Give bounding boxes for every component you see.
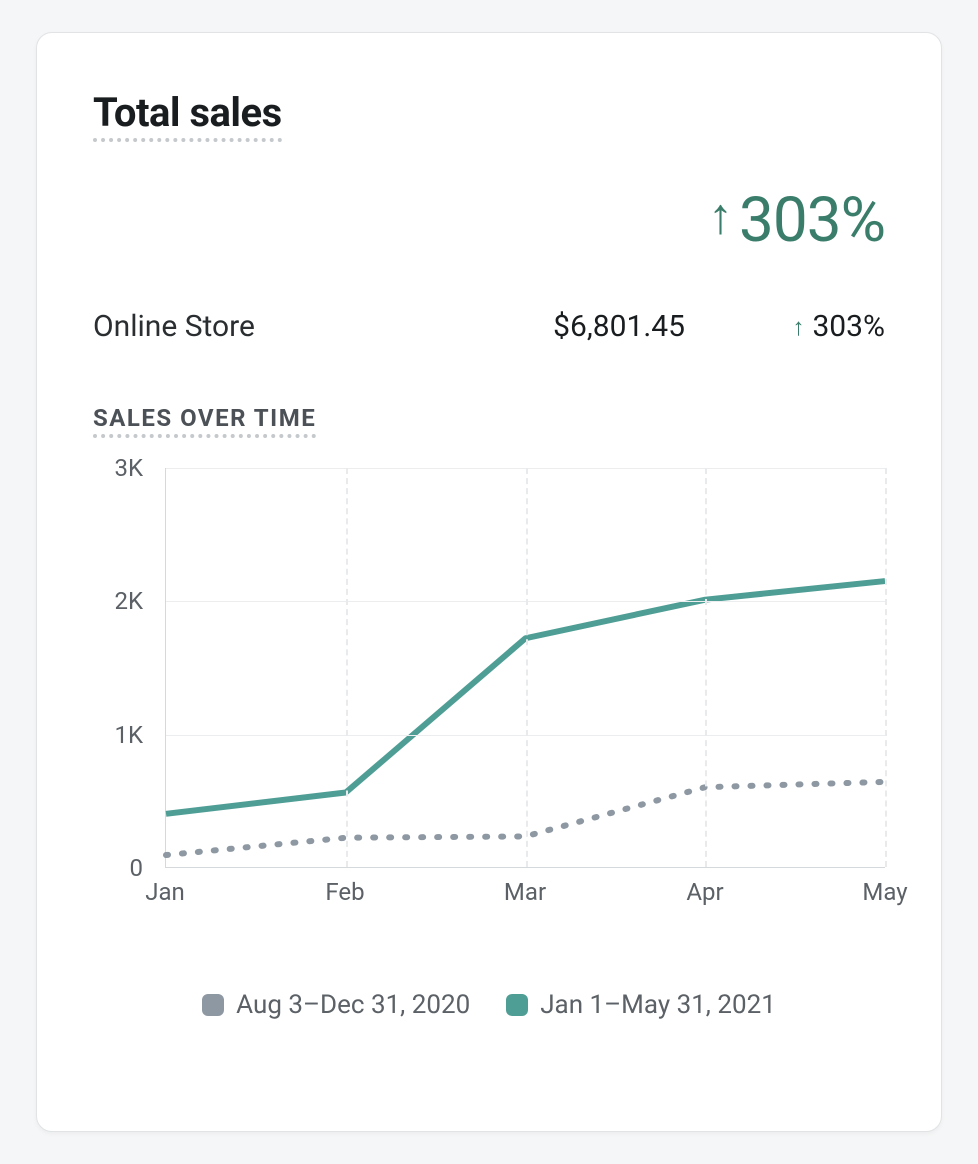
channel-delta-value: 303% <box>812 309 885 344</box>
card-title[interactable]: Total sales <box>93 89 282 142</box>
legend-label-previous: Aug 3–Dec 31, 2020 <box>236 990 470 1020</box>
gridline-vertical <box>885 468 887 867</box>
channel-amount: $6,801.45 <box>445 309 685 344</box>
headline-percent: 303% <box>739 184 885 257</box>
trend-up-arrow-small-icon: ↑ <box>792 315 804 339</box>
x-tick-label: May <box>862 878 907 906</box>
chart-legend: Aug 3–Dec 31, 2020 Jan 1–May 31, 2021 <box>93 990 885 1020</box>
gridline-vertical <box>526 468 528 867</box>
total-sales-card: Total sales ↑303% Online Store $6,801.45… <box>36 32 942 1132</box>
y-tick-label: 1K <box>114 721 143 749</box>
channel-row: Online Store $6,801.45 ↑ 303% <box>93 309 885 344</box>
legend-label-current: Jan 1–May 31, 2021 <box>540 990 776 1020</box>
gridline-vertical <box>346 468 348 867</box>
legend-swatch-current-icon <box>506 994 528 1016</box>
y-tick-label: 2K <box>114 587 143 615</box>
y-tick-label: 3K <box>114 454 143 482</box>
page-root: Total sales ↑303% Online Store $6,801.45… <box>0 0 978 1164</box>
sales-chart: 01K2K3K JanFebMarAprMay <box>93 468 885 908</box>
x-tick-label: Apr <box>686 878 723 906</box>
channel-label: Online Store <box>93 309 445 344</box>
y-tick-label: 0 <box>130 854 144 882</box>
channel-delta: ↑ 303% <box>685 309 885 344</box>
chart-plot-area <box>165 468 885 868</box>
x-tick-label: Jan <box>145 878 185 906</box>
x-tick-label: Feb <box>325 878 364 906</box>
gridline-vertical <box>705 468 707 867</box>
section-label-wrap: SALES OVER TIME <box>93 404 885 438</box>
legend-swatch-previous-icon <box>202 994 224 1016</box>
trend-up-arrow-icon: ↑ <box>708 192 733 242</box>
headline-metric: ↑303% <box>93 184 885 257</box>
y-axis-labels: 01K2K3K <box>93 468 159 868</box>
section-label[interactable]: SALES OVER TIME <box>93 404 316 438</box>
legend-item-previous: Aug 3–Dec 31, 2020 <box>202 990 470 1020</box>
x-tick-label: Mar <box>504 878 546 906</box>
card-title-wrap: Total sales <box>93 89 885 146</box>
legend-item-current: Jan 1–May 31, 2021 <box>506 990 776 1020</box>
x-axis-labels: JanFebMarAprMay <box>165 878 885 908</box>
